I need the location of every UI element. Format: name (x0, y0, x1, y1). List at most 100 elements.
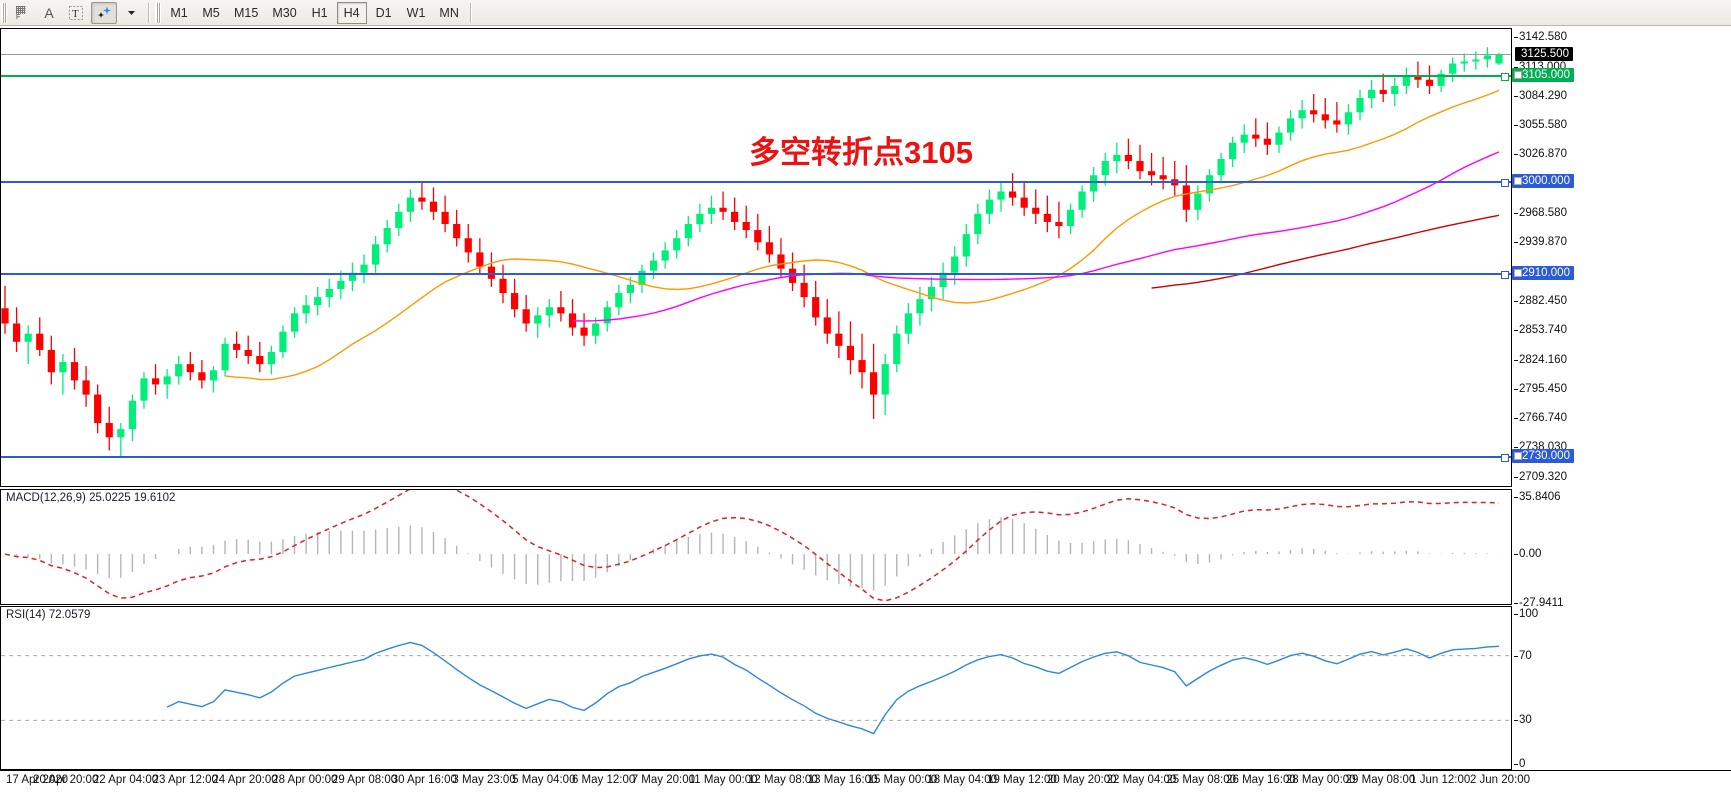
price-tick: 3055.580 (1514, 118, 1567, 131)
time-axis-label: 22 May 04:00 (1106, 774, 1177, 786)
time-axis-label: 15 May 00:00 (867, 774, 938, 786)
level-handle-3000-000[interactable] (1501, 179, 1509, 188)
time-axis-label: 20 May 20:00 (1046, 774, 1117, 786)
rsi-canvas (1, 641, 1511, 735)
price-tick: 2853.740 (1514, 323, 1567, 336)
crosshair-icon[interactable]: F (10, 2, 35, 24)
level-handle[interactable] (1514, 177, 1522, 186)
price-level-label-3105-000[interactable]: 3105.000 (1512, 67, 1574, 82)
toolbar: F A T M1 M5 M15 M30 H1 H4 D1 W1 MN (0, 0, 1731, 26)
time-axis[interactable]: 17 Apr 2020 20 Apr 20:00 22 Apr 04:00 23 Ap… (0, 770, 1731, 793)
price-level-label-2910-000[interactable]: 2910.000 (1512, 265, 1574, 280)
rsi-axis-line (1511, 606, 1512, 770)
time-axis-label: 30 Apr 16:00 (391, 774, 457, 786)
price-tick: 2939.870 (1514, 236, 1567, 249)
svg-text:T: T (72, 8, 79, 20)
chevron-down-icon (127, 11, 135, 15)
rsi-tick: 70 (1514, 649, 1532, 662)
timeframe-button-m1[interactable]: M1 (170, 5, 188, 20)
timeframe-button-m5[interactable]: M5 (202, 5, 220, 20)
time-axis-label: 28 May 00:00 (1285, 774, 1356, 786)
horizontal-level-3105-000[interactable] (1, 74, 1511, 77)
price-chart-panel[interactable]: 多空转折点3105 (0, 28, 1512, 487)
time-axis-label: 29 May 08:00 (1345, 774, 1416, 786)
macd-axis-line (1511, 489, 1512, 605)
level-handle-2910-000[interactable] (1501, 270, 1509, 279)
time-axis-label: 22 Apr 04:00 (92, 774, 159, 786)
time-axis-label: 20 Apr 20:00 (33, 774, 99, 786)
price-axis[interactable]: 3142.580 3113.000 3084.290 3055.580 3026.870… (1511, 28, 1731, 487)
drawing-objects-dropdown[interactable] (119, 2, 143, 24)
objects-icon (98, 6, 111, 18)
time-axis-label: 12 May 08:00 (748, 774, 818, 786)
time-axis-label: 11 May 00:00 (688, 774, 758, 786)
crosshair-glyph: F (16, 6, 26, 20)
level-handle[interactable] (1514, 70, 1522, 79)
toolbar-grip[interactable] (1, 2, 7, 23)
timeframe-button-d1[interactable]: D1 (375, 5, 392, 20)
timeframe-button-h4[interactable]: H4 (336, 1, 367, 24)
macd-panel[interactable]: MACD(12,26,9) 25.0225 19.6102 (0, 489, 1512, 605)
time-axis-label: 23 Apr 12:00 (152, 774, 218, 786)
price-tick: 2795.450 (1514, 383, 1567, 396)
time-axis-label: 6 May 12:00 (571, 774, 636, 786)
macd-tick: 0.00 (1513, 548, 1542, 561)
time-axis-label: 17 Apr 2020 (6, 774, 69, 786)
last-price-label: 3125.500 (1515, 46, 1573, 61)
horizontal-level-2910-000[interactable] (1, 272, 1511, 275)
time-axis-label: 29 Apr 08:00 (331, 774, 398, 786)
price-level-label-3000-000[interactable]: 3000.000 (1512, 174, 1574, 189)
price-tick: 3142.580 (1514, 30, 1567, 43)
time-axis-label: 13 May 16:00 (807, 774, 878, 786)
time-axis-label: 5 May 04:00 (512, 774, 576, 786)
level-handle[interactable] (1514, 451, 1522, 460)
time-axis-label: 24 Apr 20:00 (212, 774, 278, 786)
toolbar-separator (148, 2, 150, 23)
timeframe-button-w1[interactable]: W1 (406, 5, 426, 20)
text-box-glyph: T (69, 5, 83, 20)
price-level-label-2730-000[interactable]: 2730.000 (1512, 448, 1574, 463)
timeframe-button-m30[interactable]: M30 (272, 5, 297, 20)
price-tick: 2882.450 (1514, 294, 1567, 307)
drawing-objects-button[interactable] (91, 1, 117, 24)
level-handle[interactable] (1514, 268, 1522, 277)
price-tick: 2968.580 (1514, 207, 1567, 220)
macd-tick: 35.8406 (1514, 491, 1561, 503)
price-tick: 2709.320 (1514, 470, 1567, 483)
price-tick: 3084.290 (1514, 89, 1567, 102)
toolbar-separator-2 (469, 2, 472, 23)
macd-axis[interactable]: 35.8406 0.00 -27.9411 (1511, 489, 1731, 609)
timeframe-button-h1[interactable]: H1 (311, 5, 328, 20)
timeframe-button-mn[interactable]: MN (439, 5, 459, 20)
rsi-panel[interactable]: RSI(14) 72.0579 (0, 606, 1512, 770)
timeframe-grip[interactable] (155, 2, 161, 23)
horizontal-level-2730-000[interactable] (1, 455, 1511, 458)
text-label-icon[interactable]: A (37, 2, 61, 24)
time-axis-label: 1 Jun 12:00 (1410, 774, 1471, 786)
time-axis-label: 26 May 16:00 (1226, 774, 1296, 786)
price-tick: 2766.740 (1514, 412, 1567, 425)
time-axis-label: 18 May 04:00 (927, 774, 997, 786)
macd-canvas (4, 490, 1500, 602)
time-axis-label: 2 Jun 20:00 (1469, 774, 1531, 786)
last-price-line (1, 53, 1511, 55)
price-tick: 2824.160 (1514, 353, 1567, 366)
timeframe-button-m15[interactable]: M15 (234, 5, 259, 20)
time-axis-label: 3 May 23:00 (452, 774, 516, 786)
level-handle-3105-000[interactable] (1501, 72, 1509, 81)
svg-text:F: F (16, 14, 20, 20)
rsi-tick: 30 (1514, 714, 1532, 727)
rsi-axis[interactable]: 100 70 30 0 (1511, 606, 1731, 770)
level-handle-2730-000[interactable] (1501, 453, 1509, 462)
timeframe-group: M1 M5 M15 M30 H1 H4 D1 W1 MN (163, 1, 466, 24)
time-axis-label: 28 Apr 00:00 (272, 774, 338, 786)
text-label-glyph: A (44, 4, 54, 21)
rsi-tick: 0 (1513, 758, 1526, 770)
text-box-icon[interactable]: T (63, 2, 89, 24)
price-chart-canvas (1, 47, 1503, 458)
horizontal-level-3000-000[interactable] (1, 181, 1511, 184)
rsi-tick: 100 (1513, 608, 1539, 620)
rsi-label: RSI(14) 72.0579 (6, 609, 91, 621)
time-axis-label: 7 May 20:00 (631, 774, 696, 786)
